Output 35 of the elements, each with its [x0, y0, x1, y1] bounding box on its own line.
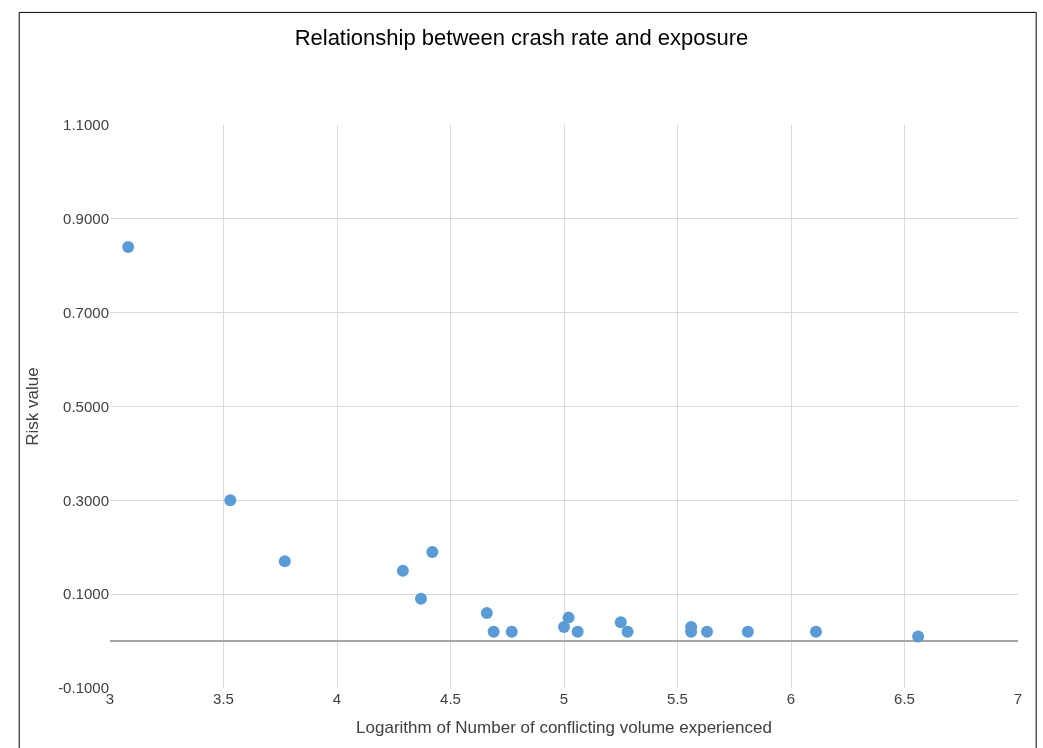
- x-tick-label: 6: [786, 690, 796, 707]
- point: [809, 625, 822, 638]
- x-tick-label: 4.5: [440, 690, 461, 707]
- y-tick-label: 0.1000: [63, 585, 109, 603]
- point: [415, 592, 427, 605]
- point: [562, 611, 575, 624]
- x-tick-label: 6.5: [894, 690, 915, 707]
- point: [396, 564, 409, 577]
- point: [426, 545, 439, 558]
- chart-title: Relationship between crash rate and exposure: [294, 25, 749, 51]
- x-tick-label: 3.5: [213, 690, 234, 707]
- point: [558, 621, 570, 633]
- point: [122, 240, 135, 253]
- y-tick-label: 0.5000: [63, 397, 109, 415]
- y-tick-label: 0.9000: [63, 210, 109, 228]
- y-tick-label: 1.1000: [63, 116, 109, 134]
- x-tick-label: 5: [559, 690, 569, 707]
- point: [224, 494, 237, 507]
- point: [614, 616, 627, 629]
- point: [505, 625, 518, 638]
- point: [701, 625, 714, 638]
- point: [912, 630, 925, 643]
- point: [278, 555, 291, 568]
- x-tick-label: 7: [1013, 690, 1023, 707]
- point: [571, 625, 584, 638]
- y-axis-title: Risk value: [22, 367, 42, 446]
- y-tick-label: 0.7000: [63, 303, 109, 321]
- point: [480, 606, 493, 619]
- x-tick-label: 4: [332, 690, 342, 707]
- x-tick-label: 5.5: [667, 690, 688, 707]
- point: [741, 625, 754, 638]
- point: [621, 625, 634, 638]
- x-axis-title: Logarithm of Number of conflicting volume experienced: [356, 718, 772, 738]
- point: [487, 625, 500, 638]
- y-tick-label: 0.3000: [63, 491, 109, 509]
